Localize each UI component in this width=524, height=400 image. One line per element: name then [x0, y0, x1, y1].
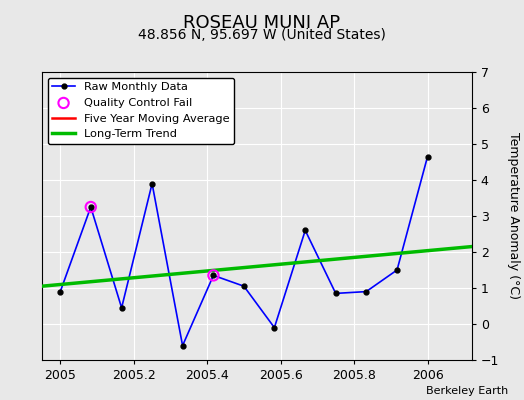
Line: Raw Monthly Data: Raw Monthly Data	[58, 154, 430, 348]
Raw Monthly Data	[241, 284, 247, 289]
Quality Control Fail	[209, 272, 217, 278]
Raw Monthly Data	[302, 228, 309, 233]
Y-axis label: Temperature Anomaly (°C): Temperature Anomaly (°C)	[507, 132, 520, 300]
Raw Monthly Data	[394, 268, 400, 272]
Raw Monthly Data	[179, 343, 185, 348]
Text: ROSEAU MUNI AP: ROSEAU MUNI AP	[183, 14, 341, 32]
Raw Monthly Data	[333, 291, 339, 296]
Legend: Raw Monthly Data, Quality Control Fail, Five Year Moving Average, Long-Term Tren: Raw Monthly Data, Quality Control Fail, …	[48, 78, 234, 144]
Raw Monthly Data	[210, 273, 216, 278]
Raw Monthly Data	[88, 205, 94, 210]
Text: 48.856 N, 95.697 W (United States): 48.856 N, 95.697 W (United States)	[138, 28, 386, 42]
Raw Monthly Data	[271, 325, 278, 330]
Quality Control Fail	[86, 204, 95, 210]
Raw Monthly Data	[424, 154, 431, 159]
Raw Monthly Data	[363, 289, 369, 294]
Raw Monthly Data	[118, 306, 125, 310]
Raw Monthly Data	[57, 289, 63, 294]
Text: Berkeley Earth: Berkeley Earth	[426, 386, 508, 396]
Raw Monthly Data	[149, 181, 155, 186]
